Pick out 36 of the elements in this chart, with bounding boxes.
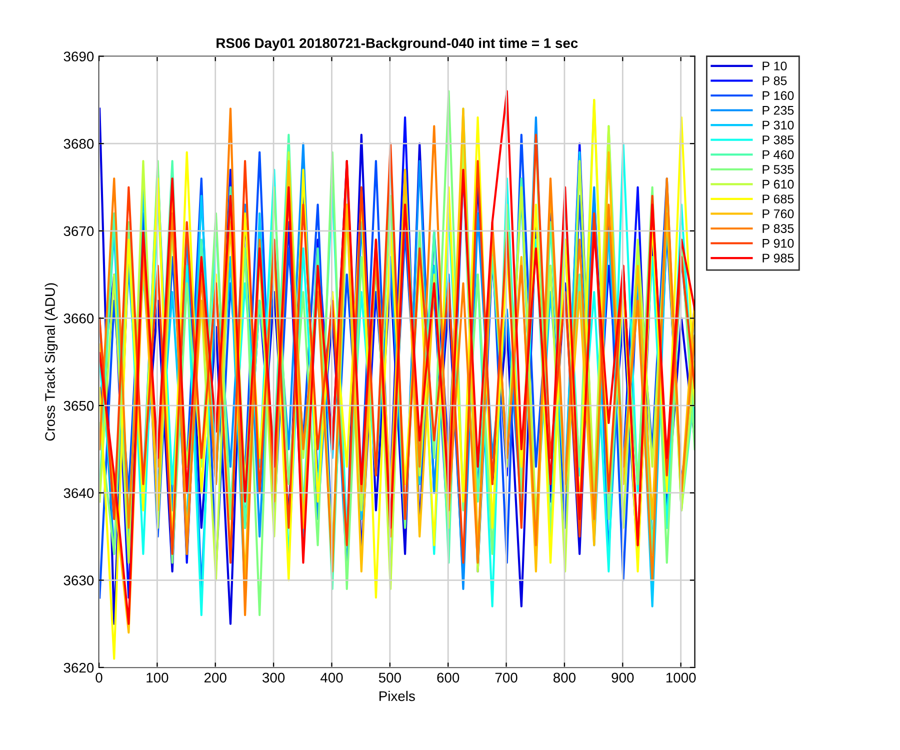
y-tick-label: 3630 [64,576,94,586]
chart-title: RS06 Day01 20180721-Background-040 int time = 1 sec [216,38,578,51]
x-tick-label: 700 [495,672,518,683]
legend-label: P 835 [762,224,794,233]
y-axis-title: Cross Track Signal (ADU) [44,283,58,441]
x-axis-title: Pixels [380,690,415,702]
legend-label: P 10 [762,62,787,70]
legend-label: P 610 [762,180,794,189]
legend-label: P 85 [762,76,787,86]
y-tick-label: 3660 [64,314,94,324]
x-tick-label: 100 [146,672,168,683]
legend-label: P 760 [762,209,794,218]
legend-label: P 985 [762,254,794,263]
y-tick-label: 3690 [64,52,94,62]
legend-label: P 535 [762,165,794,174]
legend-label: P 310 [762,120,794,130]
legend-label: P 460 [762,150,794,160]
y-tick-label: 3680 [64,138,94,149]
y-tick-label: 3620 [64,662,94,673]
x-tick-label: 800 [553,672,576,683]
legend-label: P 910 [762,238,794,248]
x-tick-label: 900 [612,672,634,683]
x-tick-label: 200 [204,672,226,683]
x-tick-label: 600 [437,672,460,683]
x-tick-label: 0 [96,672,102,683]
y-tick-label: 3670 [64,226,94,236]
y-tick-label: 3640 [64,488,94,498]
legend-label: P 685 [762,194,794,204]
x-tick-label: 400 [320,672,343,683]
legend-label: P 385 [762,135,794,144]
x-tick-label: 500 [378,672,401,683]
legend-label: P 160 [762,91,794,100]
x-tick-label: 1000 [666,672,696,683]
y-tick-label: 3650 [64,400,94,411]
x-tick-label: 300 [262,672,285,683]
legend-label: P 235 [762,106,794,115]
